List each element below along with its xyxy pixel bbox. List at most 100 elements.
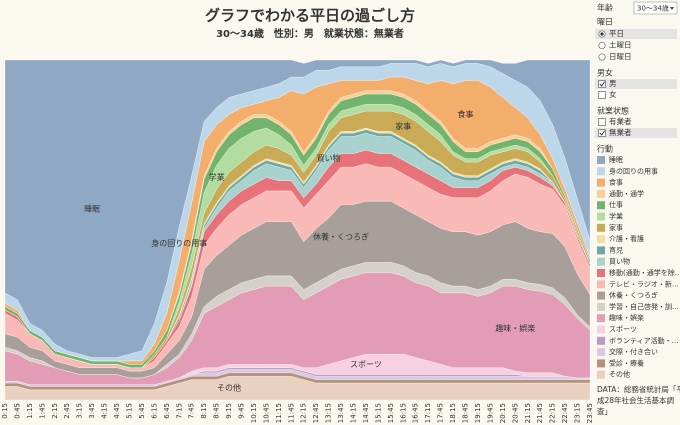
dropdown-arrow[interactable] bbox=[670, 7, 674, 10]
checkbox[interactable] bbox=[598, 118, 606, 126]
legend-label[interactable]: スポーツ bbox=[609, 326, 637, 334]
legend-swatch[interactable] bbox=[597, 189, 605, 198]
legend-label[interactable]: 趣味・娯楽 bbox=[609, 313, 644, 322]
legend-label[interactable]: 介護・看護 bbox=[609, 234, 644, 243]
legend-label[interactable]: テレビ・ラジオ・新… bbox=[609, 279, 679, 288]
inline-label: 身の回りの用事 bbox=[151, 238, 207, 248]
x-tick-label: 8:15 bbox=[200, 403, 208, 419]
checkbox-label[interactable]: 有業者 bbox=[609, 116, 632, 126]
x-tick-label: 1:45 bbox=[38, 403, 46, 419]
x-tick-label: 16:15 bbox=[399, 403, 407, 423]
x-tick-label: 14:15 bbox=[350, 403, 358, 423]
x-tick-label: 17:15 bbox=[424, 403, 432, 423]
legend-swatch[interactable] bbox=[597, 269, 605, 277]
x-tick-label: 22:45 bbox=[561, 403, 569, 423]
x-tick-label: 23:45 bbox=[586, 403, 594, 423]
radio-dot[interactable] bbox=[600, 32, 604, 36]
checkbox-label[interactable]: 女 bbox=[609, 89, 617, 99]
legend-swatch[interactable] bbox=[597, 280, 605, 289]
legend-swatch[interactable] bbox=[597, 167, 605, 176]
legend-swatch[interactable] bbox=[597, 370, 605, 379]
age-dropdown[interactable]: 30〜34歳 bbox=[633, 1, 678, 15]
legend-label[interactable]: 学業 bbox=[609, 212, 623, 221]
legend-swatch[interactable] bbox=[597, 235, 605, 244]
legend-label[interactable]: 休養・くつろぎ bbox=[609, 291, 658, 300]
legend-label[interactable]: 受診・療養 bbox=[609, 358, 644, 367]
inline-label: その他 bbox=[217, 383, 241, 393]
inline-label: 睡眠 bbox=[84, 204, 100, 213]
legend-swatch[interactable] bbox=[597, 257, 605, 266]
inline-label: 食事 bbox=[458, 109, 474, 119]
inline-label: 買い物 bbox=[317, 153, 341, 163]
radio-label[interactable]: 日曜日 bbox=[609, 52, 632, 61]
legend-title: 行動 bbox=[597, 144, 613, 154]
radio-button[interactable] bbox=[598, 41, 606, 50]
option-highlight bbox=[595, 79, 677, 89]
checkbox[interactable] bbox=[598, 80, 606, 88]
x-tick-label: 2:45 bbox=[63, 403, 71, 419]
x-tick-label: 8:45 bbox=[213, 403, 221, 419]
legend-label[interactable]: 学習・自己啓発・訓… bbox=[609, 302, 679, 311]
legend-label[interactable]: 仕事 bbox=[609, 200, 623, 209]
source-note: 成28年社会生活基本調 bbox=[597, 395, 674, 405]
x-tick-label: 6:45 bbox=[163, 403, 171, 419]
x-tick-label: 21:15 bbox=[524, 403, 532, 423]
legend-label[interactable]: 通勤・通学 bbox=[609, 189, 644, 198]
x-tick-label: 15:45 bbox=[387, 403, 395, 423]
checkmark[interactable] bbox=[599, 130, 606, 136]
x-tick-label: 14:45 bbox=[362, 403, 370, 423]
x-tick-label: 20:15 bbox=[499, 403, 507, 423]
legend-swatch[interactable] bbox=[597, 325, 605, 334]
legend-label[interactable]: 食事 bbox=[609, 178, 623, 187]
x-tick-label: 9:15 bbox=[225, 403, 233, 419]
source-note: 査」 bbox=[597, 406, 612, 416]
filter-panel: 年齢 30〜34歳 曜日平日土曜日日曜日男女男女就業状態有業者無業者行動睡眠身の… bbox=[595, 1, 680, 416]
legend-label[interactable]: 睡眠 bbox=[609, 156, 623, 164]
radio-label[interactable]: 平日 bbox=[609, 29, 624, 38]
checkbox[interactable] bbox=[598, 91, 606, 99]
legend-swatch[interactable] bbox=[597, 359, 605, 368]
radio-button[interactable] bbox=[598, 53, 606, 61]
legend-label[interactable]: 移動(通勤・通学を除… bbox=[609, 268, 680, 277]
legend-label[interactable]: 家事 bbox=[609, 223, 623, 232]
checkmark[interactable] bbox=[599, 81, 606, 87]
radio-label[interactable]: 土曜日 bbox=[609, 40, 632, 50]
legend-swatch[interactable] bbox=[597, 201, 605, 210]
checkbox-label[interactable]: 男 bbox=[609, 79, 617, 88]
x-tick-label: 15:15 bbox=[374, 403, 382, 423]
dropdown-value[interactable]: 30〜34歳 bbox=[637, 4, 669, 13]
x-tick-label: 3:45 bbox=[88, 403, 96, 419]
legend-swatch[interactable] bbox=[597, 156, 605, 164]
legend-swatch[interactable] bbox=[597, 302, 605, 311]
legend-swatch[interactable] bbox=[597, 223, 605, 232]
x-tick-label: 11:45 bbox=[287, 403, 295, 423]
x-tick-label: 21:45 bbox=[536, 403, 544, 423]
inline-label: 学業 bbox=[209, 172, 225, 182]
legend-label[interactable]: 身の回りの用事 bbox=[609, 166, 658, 175]
legend-label[interactable]: その他 bbox=[609, 370, 630, 379]
option-highlight bbox=[595, 128, 677, 138]
legend-label[interactable]: ボランティア活動・… bbox=[609, 336, 679, 345]
legend-label[interactable]: 買い物 bbox=[609, 257, 630, 266]
legend-swatch[interactable] bbox=[597, 178, 605, 187]
filter-label: 曜日 bbox=[597, 18, 613, 27]
x-tick-label: 23:15 bbox=[574, 403, 582, 423]
legend-swatch[interactable] bbox=[597, 291, 605, 300]
dropdown-box[interactable] bbox=[633, 1, 678, 15]
legend-label[interactable]: 育児 bbox=[609, 245, 623, 254]
checkbox[interactable] bbox=[598, 129, 606, 137]
x-tick-label: 18:15 bbox=[449, 403, 457, 423]
x-tick-label: 0:45 bbox=[13, 403, 21, 419]
legend-swatch[interactable] bbox=[597, 336, 605, 345]
legend-swatch[interactable] bbox=[597, 212, 605, 221]
legend-label[interactable]: 交際・付き合い bbox=[609, 347, 658, 356]
x-tick-label: 7:15 bbox=[175, 403, 183, 419]
legend-swatch[interactable] bbox=[597, 314, 605, 323]
legend-swatch[interactable] bbox=[597, 348, 605, 357]
inline-label: 趣味・娯楽 bbox=[495, 323, 535, 333]
checkbox-label[interactable]: 無業者 bbox=[609, 127, 632, 137]
x-tick-label: 19:45 bbox=[486, 403, 494, 423]
inline-label: スポーツ bbox=[350, 360, 382, 369]
legend-swatch[interactable] bbox=[597, 246, 605, 255]
